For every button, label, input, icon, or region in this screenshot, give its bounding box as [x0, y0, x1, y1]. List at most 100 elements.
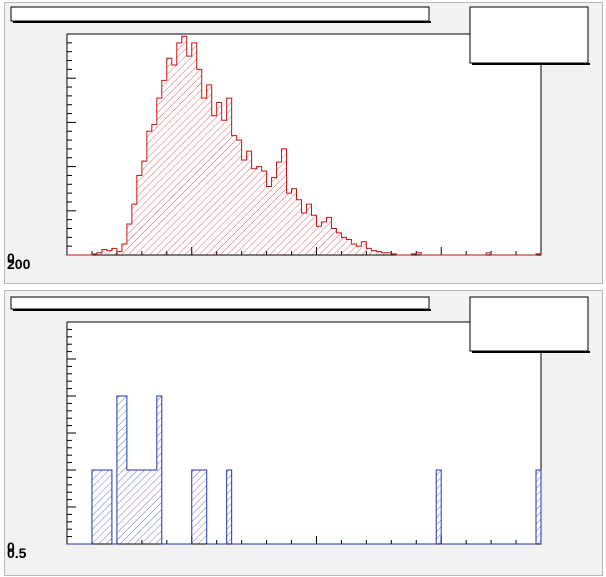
- histogram-bin: [106, 250, 112, 255]
- histogram-bin: [301, 213, 307, 255]
- histogram-bin: [411, 253, 417, 255]
- histogram-bin: [316, 226, 322, 255]
- histogram-bin: [156, 98, 162, 255]
- histogram-bin: [101, 249, 107, 255]
- histogram-bin: [256, 166, 262, 255]
- histogram-bin: [331, 228, 337, 255]
- histogram-bin: [386, 252, 392, 255]
- histogram-bin: [271, 177, 277, 255]
- histogram-bin: [246, 151, 252, 255]
- histogram-bin: [91, 470, 97, 544]
- histogram-bin: [131, 204, 137, 255]
- histogram-bin: [241, 159, 247, 255]
- histogram-bars: [67, 395, 542, 545]
- histogram-bars: [67, 35, 542, 256]
- title-box: [10, 6, 430, 22]
- top-histogram-pad: 0 200: [4, 2, 603, 284]
- histogram-bin: [91, 253, 97, 255]
- histogram-bin: [106, 470, 112, 544]
- histogram-bin: [201, 98, 207, 255]
- histogram-bin: [351, 243, 357, 255]
- histogram-bin: [326, 217, 332, 255]
- histogram-bin: [306, 204, 312, 255]
- histogram-bin: [126, 224, 132, 255]
- histogram-bin: [201, 470, 207, 544]
- histogram-bin: [111, 248, 117, 255]
- histogram-bin: [436, 470, 442, 544]
- histogram-bin: [216, 102, 222, 255]
- y-tick-label: 0.5: [7, 545, 27, 561]
- histogram-bin: [286, 193, 292, 255]
- histogram-bin: [191, 42, 197, 256]
- histogram-bin: [261, 171, 267, 255]
- y-tick-label: 0: [7, 250, 15, 266]
- histogram-bin: [226, 98, 232, 255]
- histogram-bin: [376, 251, 382, 255]
- histogram-bin: [276, 162, 282, 255]
- histogram-bin: [136, 470, 142, 544]
- histogram-outline: [67, 35, 542, 256]
- histogram-bin: [96, 470, 102, 544]
- histogram-bin: [391, 253, 397, 255]
- histogram-bin: [176, 42, 182, 256]
- histogram-bin: [121, 396, 127, 544]
- histogram-bin: [161, 80, 167, 255]
- histogram-bin: [206, 84, 212, 255]
- histogram-bin: [196, 470, 202, 544]
- bottom-histogram-pad: 0 0.5: [4, 290, 603, 576]
- histogram-bin: [416, 252, 422, 255]
- histogram-bin: [321, 221, 327, 255]
- histogram-bin: [356, 246, 362, 255]
- stats-box: [469, 296, 589, 352]
- histogram-bin: [211, 115, 217, 256]
- histogram-bin: [371, 250, 377, 255]
- histogram-bin: [381, 252, 387, 255]
- title-box: [10, 296, 430, 310]
- bottom-histogram-chart: 00.5: [7, 296, 590, 561]
- histogram-outline: [67, 395, 542, 545]
- histogram-bin: [281, 148, 287, 255]
- histogram-bin: [226, 470, 232, 544]
- histogram-bin: [266, 186, 272, 255]
- histogram-bin: [311, 215, 317, 255]
- histogram-bin: [151, 124, 157, 255]
- histogram-bin: [291, 188, 297, 255]
- histogram-bin: [341, 237, 347, 255]
- histogram-bin: [296, 199, 302, 255]
- histogram-bin: [121, 243, 127, 255]
- histogram-bin: [191, 470, 197, 544]
- histogram-bin: [361, 241, 367, 255]
- histogram-bin: [136, 175, 142, 255]
- histogram-bin: [151, 470, 157, 544]
- histogram-bin: [486, 252, 492, 255]
- stats-box: [469, 6, 589, 64]
- histogram-bin: [186, 56, 192, 255]
- histogram-bin: [126, 470, 132, 544]
- histogram-bin: [196, 69, 202, 255]
- histogram-bin: [236, 140, 242, 255]
- histogram-bin: [366, 248, 372, 255]
- histogram-bin: [141, 470, 147, 544]
- histogram-bin: [156, 396, 162, 544]
- histogram-bin: [116, 251, 122, 255]
- histogram-bin: [171, 64, 177, 255]
- histogram-bin: [536, 470, 541, 544]
- histogram-bin: [116, 396, 122, 544]
- histogram-bin: [221, 120, 227, 255]
- histogram-bin: [181, 36, 187, 256]
- histogram-bin: [146, 131, 152, 255]
- histogram-bin: [536, 253, 541, 255]
- histogram-bin: [251, 168, 257, 255]
- histogram-bin: [166, 58, 172, 256]
- y-tick-label: 200: [7, 256, 31, 272]
- histogram-bin: [131, 470, 137, 544]
- histogram-bin: [231, 135, 237, 255]
- histogram-bin: [141, 161, 147, 255]
- histogram-bin: [101, 470, 107, 544]
- y-axis-ticks: [67, 321, 76, 545]
- histogram-bin: [336, 232, 342, 255]
- histogram-bin: [96, 252, 102, 255]
- histogram-bin: [346, 239, 352, 255]
- y-tick-label: 0: [7, 539, 15, 555]
